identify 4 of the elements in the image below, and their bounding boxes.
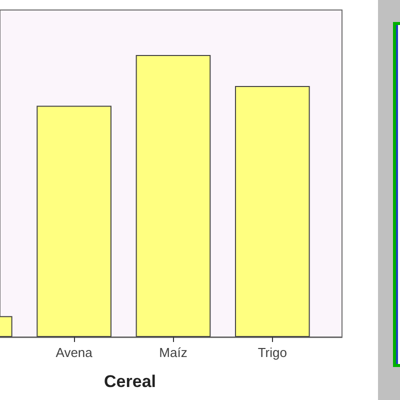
x-tick-label: Avena [56,345,94,360]
x-tick-label: Trigo [258,345,287,360]
x-axis-title: Cereal [104,372,156,391]
x-tick-label: Maíz [159,345,188,360]
